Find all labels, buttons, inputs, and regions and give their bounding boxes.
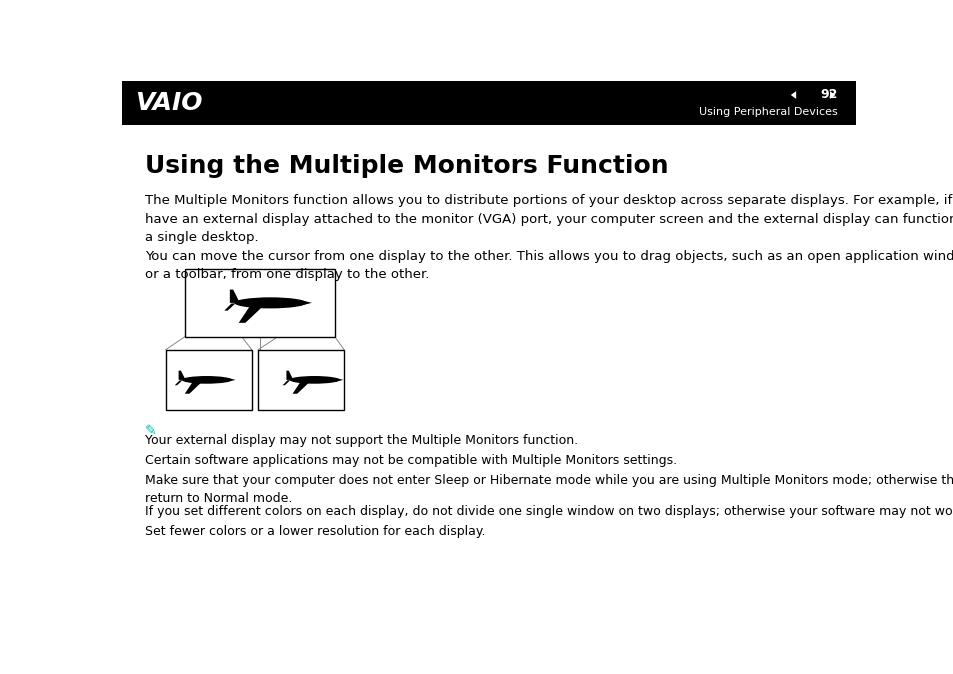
Polygon shape xyxy=(230,290,238,303)
Ellipse shape xyxy=(234,297,306,309)
Ellipse shape xyxy=(289,376,339,384)
Text: Using Peripheral Devices: Using Peripheral Devices xyxy=(699,106,837,117)
Text: ✎: ✎ xyxy=(145,424,156,437)
Text: Certain software applications may not be compatible with Multiple Monitors setti: Certain software applications may not be… xyxy=(145,454,676,467)
Text: Using the Multiple Monitors Function: Using the Multiple Monitors Function xyxy=(145,154,668,178)
Polygon shape xyxy=(829,91,835,99)
Text: Your external display may not support the Multiple Monitors function.: Your external display may not support th… xyxy=(145,434,578,447)
Bar xyxy=(185,269,335,337)
Polygon shape xyxy=(300,300,312,305)
Text: The Multiple Monitors function allows you to distribute portions of your desktop: The Multiple Monitors function allows yo… xyxy=(145,194,953,244)
Polygon shape xyxy=(178,371,185,380)
Text: Set fewer colors or a lower resolution for each display.: Set fewer colors or a lower resolution f… xyxy=(145,524,485,538)
Polygon shape xyxy=(335,378,343,381)
Polygon shape xyxy=(224,303,238,311)
Text: 92: 92 xyxy=(820,88,837,102)
Polygon shape xyxy=(790,91,796,99)
Polygon shape xyxy=(293,381,318,394)
Polygon shape xyxy=(286,371,293,380)
Polygon shape xyxy=(228,378,235,381)
Text: VAIO: VAIO xyxy=(135,91,203,115)
Polygon shape xyxy=(185,381,211,394)
Text: Make sure that your computer does not enter Sleep or Hibernate mode while you ar: Make sure that your computer does not en… xyxy=(145,474,953,505)
Polygon shape xyxy=(174,380,185,386)
Bar xyxy=(166,350,252,410)
Text: You can move the cursor from one display to the other. This allows you to drag o: You can move the cursor from one display… xyxy=(145,250,953,281)
Text: If you set different colors on each display, do not divide one single window on : If you set different colors on each disp… xyxy=(145,505,953,518)
Polygon shape xyxy=(238,304,275,323)
Bar xyxy=(121,81,856,125)
Ellipse shape xyxy=(181,376,232,384)
Bar xyxy=(257,350,344,410)
Polygon shape xyxy=(282,380,293,386)
